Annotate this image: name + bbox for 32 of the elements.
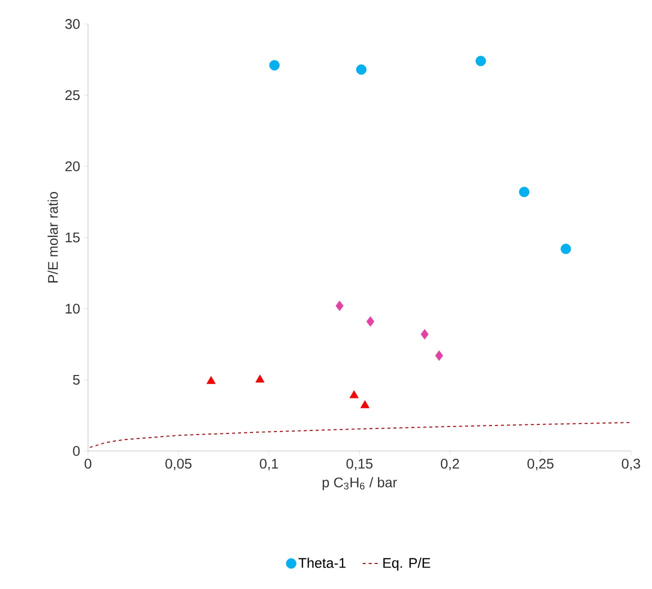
x-axis-title: p C$_{3}$H$_{6}$ / bar (322, 477, 397, 490)
y-tick-label: 10 (66, 304, 80, 314)
legend-label: Eq. P/E (383, 558, 430, 571)
point (476, 56, 486, 66)
point (560, 244, 572, 254)
x-tick-label: 0,1 (260, 458, 278, 470)
x-tick-label: 0,2 (440, 458, 460, 470)
x-tick-label: 0,05 (165, 458, 192, 470)
point (269, 60, 280, 70)
point (356, 64, 366, 75)
y-tick-label: 0 (73, 446, 80, 456)
y-axis-title: P/E molar ratio (48, 192, 58, 282)
point (519, 186, 530, 198)
y-tick-label: 30 (65, 19, 80, 29)
x-tick-label: 0 (84, 458, 92, 469)
point (366, 316, 374, 327)
point (420, 329, 429, 340)
y-tick-label: 25 (65, 90, 80, 100)
y-tick-label: 20 (65, 161, 80, 172)
legend-label: Theta-1 (298, 558, 346, 568)
point (350, 390, 359, 398)
point (435, 350, 444, 361)
y-tick-label: 15 (66, 232, 80, 242)
point (255, 374, 264, 383)
point (336, 300, 344, 311)
point (360, 400, 370, 408)
x-tick-label: 0,3 (622, 458, 640, 470)
y-tick-label: 5 (73, 374, 80, 385)
x-tick-label: 0,15 (346, 458, 372, 470)
point (206, 376, 216, 384)
line-series (89, 422, 632, 448)
x-tick-label: 0,25 (527, 458, 554, 470)
